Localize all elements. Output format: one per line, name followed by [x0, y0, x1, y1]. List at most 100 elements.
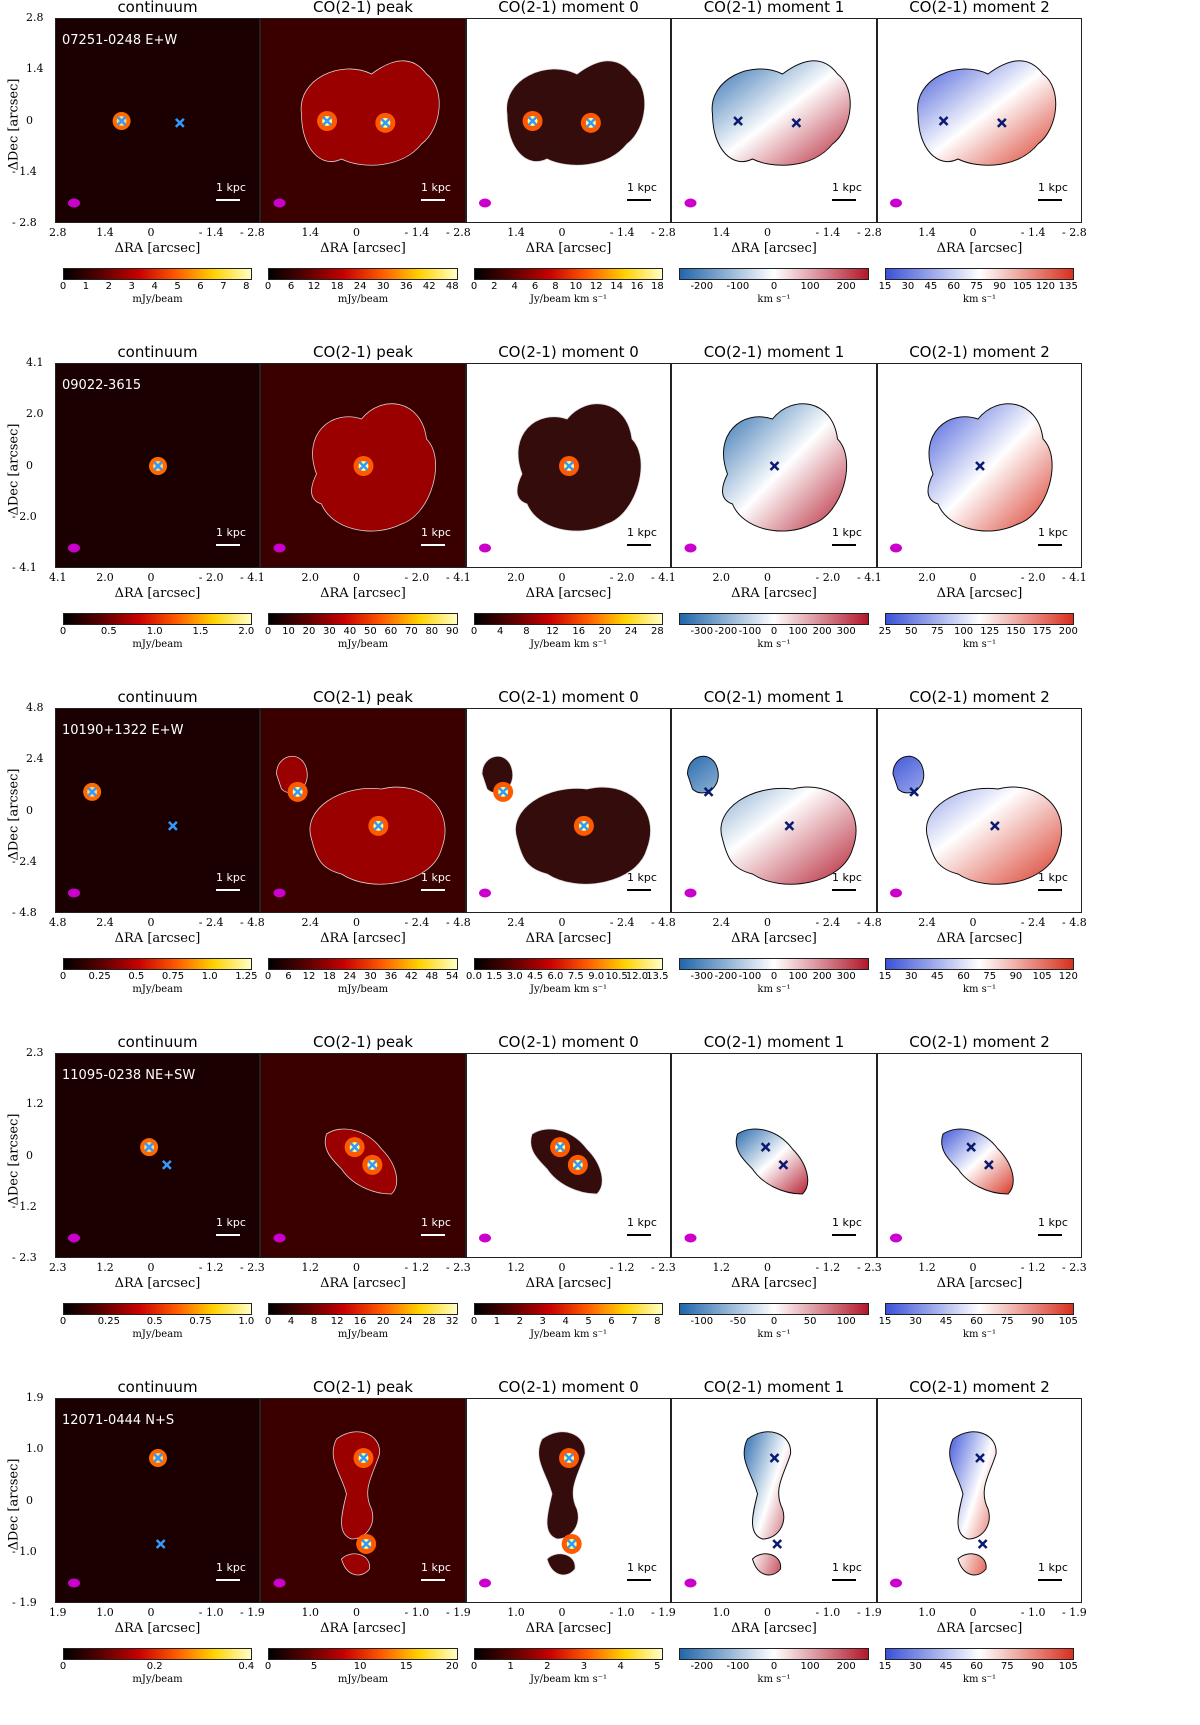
colorbar-unit: km s⁻¹	[757, 1674, 791, 1685]
colorbar-tick: -100	[726, 281, 750, 292]
colorbar-tick: 2	[105, 281, 113, 292]
map-panel: 1 kpc 09022-3615	[55, 363, 260, 568]
nucleus-marker	[585, 117, 596, 128]
x-axis-label: ΔRA [arcsec]	[114, 931, 201, 946]
emission-region	[735, 1128, 809, 1195]
scale-bar-label: 1 kpc	[216, 1216, 246, 1229]
beam-ellipse	[273, 888, 286, 898]
emission-region	[927, 403, 1053, 532]
map-panel: 1 kpc	[260, 1053, 466, 1258]
colorbar	[679, 268, 869, 280]
colorbar-tick: 30	[909, 1316, 922, 1327]
colorbar-tick: 12	[307, 281, 321, 292]
colorbar-tick: 60	[384, 626, 398, 637]
map-panel: 1 kpc	[260, 708, 466, 913]
colorbar-tick: 30	[901, 281, 915, 292]
emission-region	[276, 755, 446, 885]
x-tick-label: 0	[764, 1261, 771, 1274]
x-axis-label: ΔRA [arcsec]	[320, 1276, 406, 1291]
colorbar-tick: 28	[650, 626, 664, 637]
colorbar-unit: km s⁻¹	[757, 1329, 791, 1340]
x-tick-label: - 2.4	[815, 916, 841, 929]
x-tick-label: 0	[764, 571, 771, 584]
x-tick-label: - 1.0	[198, 1606, 224, 1619]
colorbar-unit: mJy/beam	[337, 1329, 389, 1340]
nucleus-marker	[167, 820, 178, 831]
map-panel: 1 kpc	[466, 1053, 671, 1258]
colorbar-tick: 18	[330, 281, 344, 292]
map-panel: 1 kpc 07251-0248 E+W	[55, 18, 260, 223]
x-tick-label: - 2.3	[1062, 1261, 1087, 1274]
emission-region	[481, 755, 651, 885]
colorbar	[885, 268, 1074, 280]
x-tick-label: 1.0	[301, 1606, 320, 1619]
colorbar	[268, 268, 458, 280]
x-tick-label: 1.0	[918, 1606, 936, 1619]
nucleus-marker	[760, 1142, 771, 1153]
colorbar-tick: 45	[939, 1661, 953, 1672]
nucleus-marker	[87, 786, 98, 797]
panel-title: CO(2-1) peak	[313, 0, 413, 16]
x-tick-label: 1.4	[712, 226, 731, 239]
colorbar-tick: 40	[343, 626, 357, 637]
x-tick-label: 0	[147, 1261, 155, 1274]
x-tick-label: - 4.8	[446, 916, 471, 929]
y-axis-label: ΔDec [arcsec]	[6, 768, 22, 860]
colorbar-tick: 0	[59, 971, 67, 982]
colorbar-tick: 100	[788, 626, 808, 637]
colorbar-tick: 12	[589, 281, 603, 292]
colorbar-tick: 50	[364, 626, 377, 637]
scale-bar	[1038, 1579, 1062, 1581]
panel-title: continuum	[117, 1378, 198, 1396]
colorbar-tick: 200	[812, 626, 832, 637]
colorbar-unit: km s⁻¹	[757, 639, 791, 650]
colorbar-tick: 0	[59, 1316, 67, 1327]
nucleus-marker	[555, 1142, 566, 1153]
map-svg	[684, 60, 851, 208]
colorbar-tick: 20	[376, 1316, 390, 1327]
colorbar-tick: 3	[128, 281, 135, 292]
scale-bar-label: 1 kpc	[832, 1561, 862, 1574]
colorbar-tick: 0.75	[161, 971, 185, 982]
colorbar-tick: 15	[399, 1661, 413, 1672]
map-panel: 1 kpc	[671, 1053, 877, 1258]
colorbar-tick: 75	[970, 281, 984, 292]
colorbar-tick: 9.0	[588, 971, 605, 982]
x-axis-label: ΔRA [arcsec]	[731, 241, 817, 256]
colorbar-unit: Jy/beam km s⁻¹	[529, 1329, 608, 1340]
y-axis-label: ΔDec [arcsec]	[6, 1458, 22, 1550]
map-svg	[684, 1128, 809, 1243]
emission-region	[722, 403, 847, 532]
colorbar	[268, 958, 458, 970]
scale-bar	[1038, 544, 1062, 546]
x-tick-label: 0	[558, 1606, 566, 1619]
x-tick-label: - 2.0	[1020, 571, 1046, 584]
nucleus-marker	[983, 1159, 994, 1170]
x-tick-label: - 1.4	[609, 226, 635, 239]
scale-bar	[832, 889, 856, 891]
map-svg	[684, 755, 857, 898]
beam-ellipse	[68, 1233, 80, 1243]
colorbar-tick: 0	[770, 626, 778, 637]
colorbar-tick: 0.0	[466, 971, 482, 982]
colorbar-tick: 20	[445, 1661, 459, 1672]
colorbar-tick: 24	[399, 1316, 413, 1327]
colorbar-tick: 4	[497, 626, 504, 637]
x-tick-label: 0	[147, 1606, 155, 1619]
colorbar	[885, 613, 1074, 625]
colorbar	[474, 958, 663, 970]
x-axis-label: ΔRA [arcsec]	[114, 241, 201, 256]
scale-bar	[421, 889, 445, 891]
colorbar-tick: 60	[957, 971, 970, 982]
beam-ellipse	[684, 1578, 697, 1588]
colorbar-tick: 12	[546, 626, 559, 637]
colorbar	[63, 1303, 252, 1315]
scale-bar	[627, 199, 651, 201]
colorbar-tick: 200	[836, 281, 856, 292]
beam-ellipse	[890, 543, 902, 553]
map-panel: 1 kpc 12071-0444 N+S	[55, 1398, 260, 1603]
colorbar-tick: -100	[690, 1316, 714, 1327]
x-tick-label: - 2.4	[609, 916, 635, 929]
emission-region	[332, 1431, 380, 1576]
scale-bar-label: 1 kpc	[216, 1561, 246, 1574]
